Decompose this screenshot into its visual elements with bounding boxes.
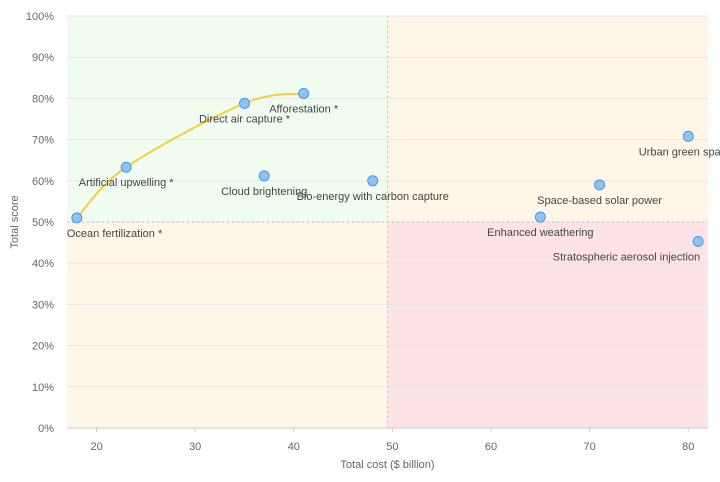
y-tick-label: 70% bbox=[32, 135, 54, 147]
x-tick-label: 70 bbox=[584, 441, 596, 453]
quadrant-bottom-right bbox=[387, 222, 708, 428]
y-tick-label: 50% bbox=[32, 217, 54, 229]
x-tick-label: 80 bbox=[682, 441, 694, 453]
data-point bbox=[298, 87, 310, 99]
data-point bbox=[71, 212, 83, 224]
data-point bbox=[258, 170, 270, 182]
quadrant-bottom-left bbox=[67, 222, 388, 428]
point-label: Space-based solar power bbox=[537, 195, 662, 207]
point-label: Bio-energy with carbon capture bbox=[297, 191, 449, 203]
y-tick-label: 90% bbox=[32, 52, 54, 64]
y-tick-label: 40% bbox=[32, 258, 54, 270]
y-tick-label: 10% bbox=[32, 382, 54, 394]
data-points bbox=[71, 87, 704, 247]
data-point bbox=[534, 211, 546, 223]
x-tick-label: 20 bbox=[90, 441, 102, 453]
data-point bbox=[692, 235, 704, 247]
point-label: Direct air capture * bbox=[199, 113, 291, 125]
y-tick-label: 20% bbox=[32, 341, 54, 353]
data-point bbox=[594, 179, 606, 191]
y-tick-label: 0% bbox=[38, 423, 54, 435]
x-axis-label: Total cost ($ billion) bbox=[340, 459, 434, 471]
point-label: Enhanced weathering bbox=[487, 227, 593, 239]
x-tick-label: 30 bbox=[189, 441, 201, 453]
point-label: Cloud brightening bbox=[221, 186, 307, 198]
point-label: Urban green spaces bbox=[639, 146, 720, 158]
point-label: Stratospheric aerosol injection bbox=[553, 251, 700, 263]
quadrant-top-right bbox=[387, 16, 708, 222]
y-tick-label: 100% bbox=[26, 11, 54, 23]
y-tick-label: 80% bbox=[32, 93, 54, 105]
x-tick-label: 50 bbox=[386, 441, 398, 453]
data-point bbox=[120, 161, 132, 173]
axes: 0% 10% 20% 30% 40% 50% 60% 70% 80% 90% 100% 20 30 40 5… bbox=[26, 11, 708, 453]
point-labels: Ocean fertilization * Artificial upwellin… bbox=[67, 103, 720, 263]
y-axis-label: Total score bbox=[9, 195, 21, 248]
frontier-curve bbox=[76, 92, 304, 219]
quadrant-backgrounds bbox=[67, 16, 708, 428]
point-label: Ocean fertilization * bbox=[67, 228, 163, 240]
threshold-lines bbox=[67, 16, 708, 428]
point-label: Artificial upwelling * bbox=[79, 177, 174, 189]
data-point bbox=[239, 97, 251, 109]
frontier-line bbox=[76, 92, 304, 219]
data-point bbox=[367, 175, 379, 187]
quadrant-top-left bbox=[67, 16, 388, 222]
x-tick-label: 60 bbox=[485, 441, 497, 453]
x-tick-label: 40 bbox=[288, 441, 300, 453]
data-point bbox=[682, 130, 694, 142]
point-label: Afforestation * bbox=[269, 103, 339, 115]
y-tick-label: 30% bbox=[32, 299, 54, 311]
y-tick-label: 60% bbox=[32, 176, 54, 188]
